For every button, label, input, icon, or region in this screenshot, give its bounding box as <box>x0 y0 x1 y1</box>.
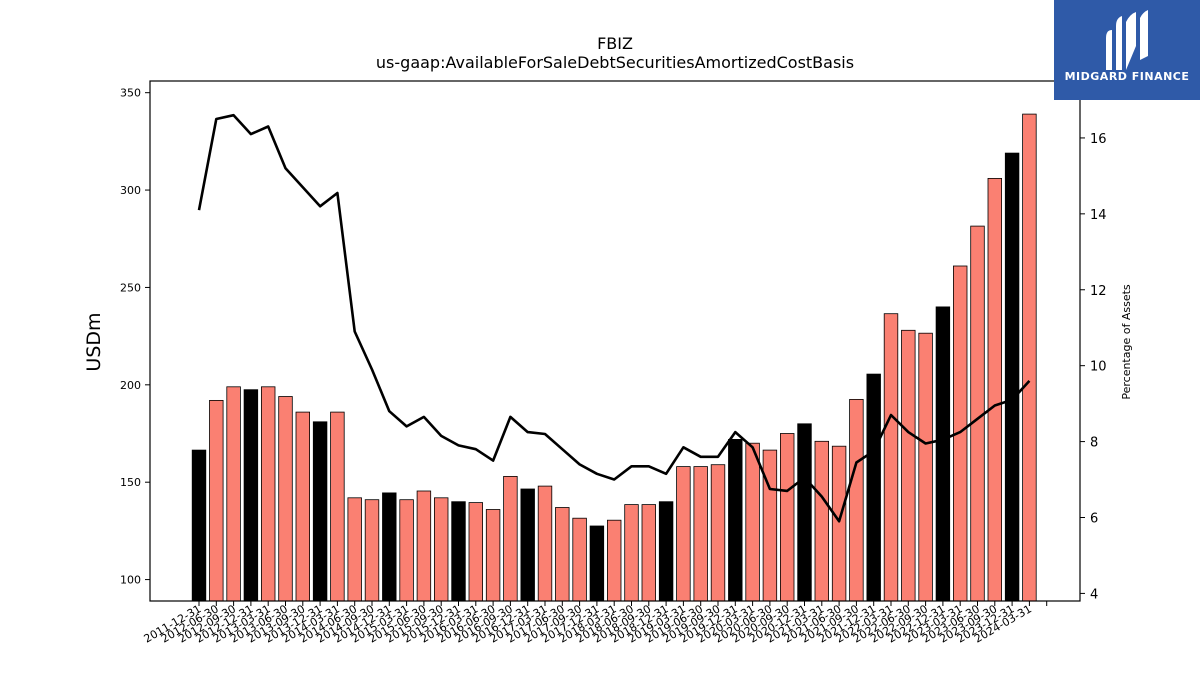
y-tick-label: 250 <box>120 281 141 294</box>
bar <box>849 398 864 602</box>
bar <box>987 177 1003 602</box>
bar <box>641 504 657 602</box>
line-layer <box>197 113 1031 523</box>
y2-axis-label: Percentage of Assets <box>1120 284 1133 400</box>
bar <box>330 411 345 602</box>
bar <box>503 475 518 602</box>
bar <box>191 449 207 602</box>
bar <box>278 396 293 602</box>
bar <box>537 485 553 602</box>
bar <box>399 499 414 602</box>
bar <box>260 386 276 602</box>
bar <box>312 421 328 602</box>
axes-layer: 100150200250300350468101214162011-12-312… <box>120 80 1107 646</box>
logo-text: MIDGARD FINANCE <box>1064 70 1190 83</box>
bar <box>364 499 380 602</box>
bar <box>745 442 760 602</box>
bar <box>451 501 466 602</box>
bar <box>780 433 795 602</box>
series-line <box>197 113 1031 523</box>
bar <box>918 332 933 602</box>
bar <box>1022 113 1037 602</box>
bars-layer <box>191 113 1037 602</box>
chart-subtitle: us-gaap:AvailableForSaleDebtSecuritiesAm… <box>376 53 854 72</box>
y2-tick-label: 6 <box>1090 511 1098 526</box>
y2-tick-label: 8 <box>1090 436 1098 451</box>
brand-logo: MIDGARD FINANCE <box>1054 0 1200 100</box>
midgard-logo-icon <box>1106 10 1148 70</box>
y2-tick-label: 12 <box>1090 284 1107 299</box>
bar <box>728 438 743 602</box>
y2-tick-label: 16 <box>1090 132 1107 147</box>
bar <box>710 464 726 602</box>
bar <box>572 517 587 602</box>
bar <box>347 497 362 602</box>
plot-frame <box>149 80 1081 602</box>
bar <box>555 507 570 602</box>
bar <box>485 509 501 602</box>
bar <box>416 490 432 602</box>
bar <box>607 519 622 602</box>
y-axis-label: USDm <box>83 312 105 371</box>
bar <box>295 411 311 602</box>
bar <box>589 525 605 602</box>
bar <box>676 466 691 602</box>
bar <box>382 492 397 602</box>
bar <box>693 466 708 602</box>
y-tick-label: 200 <box>120 379 141 392</box>
bar <box>520 488 535 602</box>
bar <box>814 440 830 602</box>
y-tick-label: 350 <box>120 87 141 100</box>
y2-tick-label: 14 <box>1090 208 1107 223</box>
bar <box>831 445 847 602</box>
y-tick-label: 300 <box>120 184 141 197</box>
bar <box>658 501 674 602</box>
bar <box>901 329 916 602</box>
bar <box>762 449 778 602</box>
chart-title: FBIZ <box>597 34 633 53</box>
bar <box>1004 152 1020 602</box>
bar <box>624 504 639 602</box>
bar <box>226 386 241 602</box>
y-tick-label: 150 <box>120 476 141 489</box>
bar <box>209 399 224 602</box>
bar <box>243 389 259 602</box>
bar <box>883 313 899 602</box>
y-tick-label: 100 <box>120 574 141 587</box>
bar <box>797 423 812 602</box>
y2-tick-label: 4 <box>1090 587 1098 602</box>
bar <box>433 497 449 602</box>
bar <box>866 373 881 602</box>
bar <box>935 306 951 602</box>
bar <box>468 502 484 602</box>
y2-tick-label: 10 <box>1090 360 1107 375</box>
